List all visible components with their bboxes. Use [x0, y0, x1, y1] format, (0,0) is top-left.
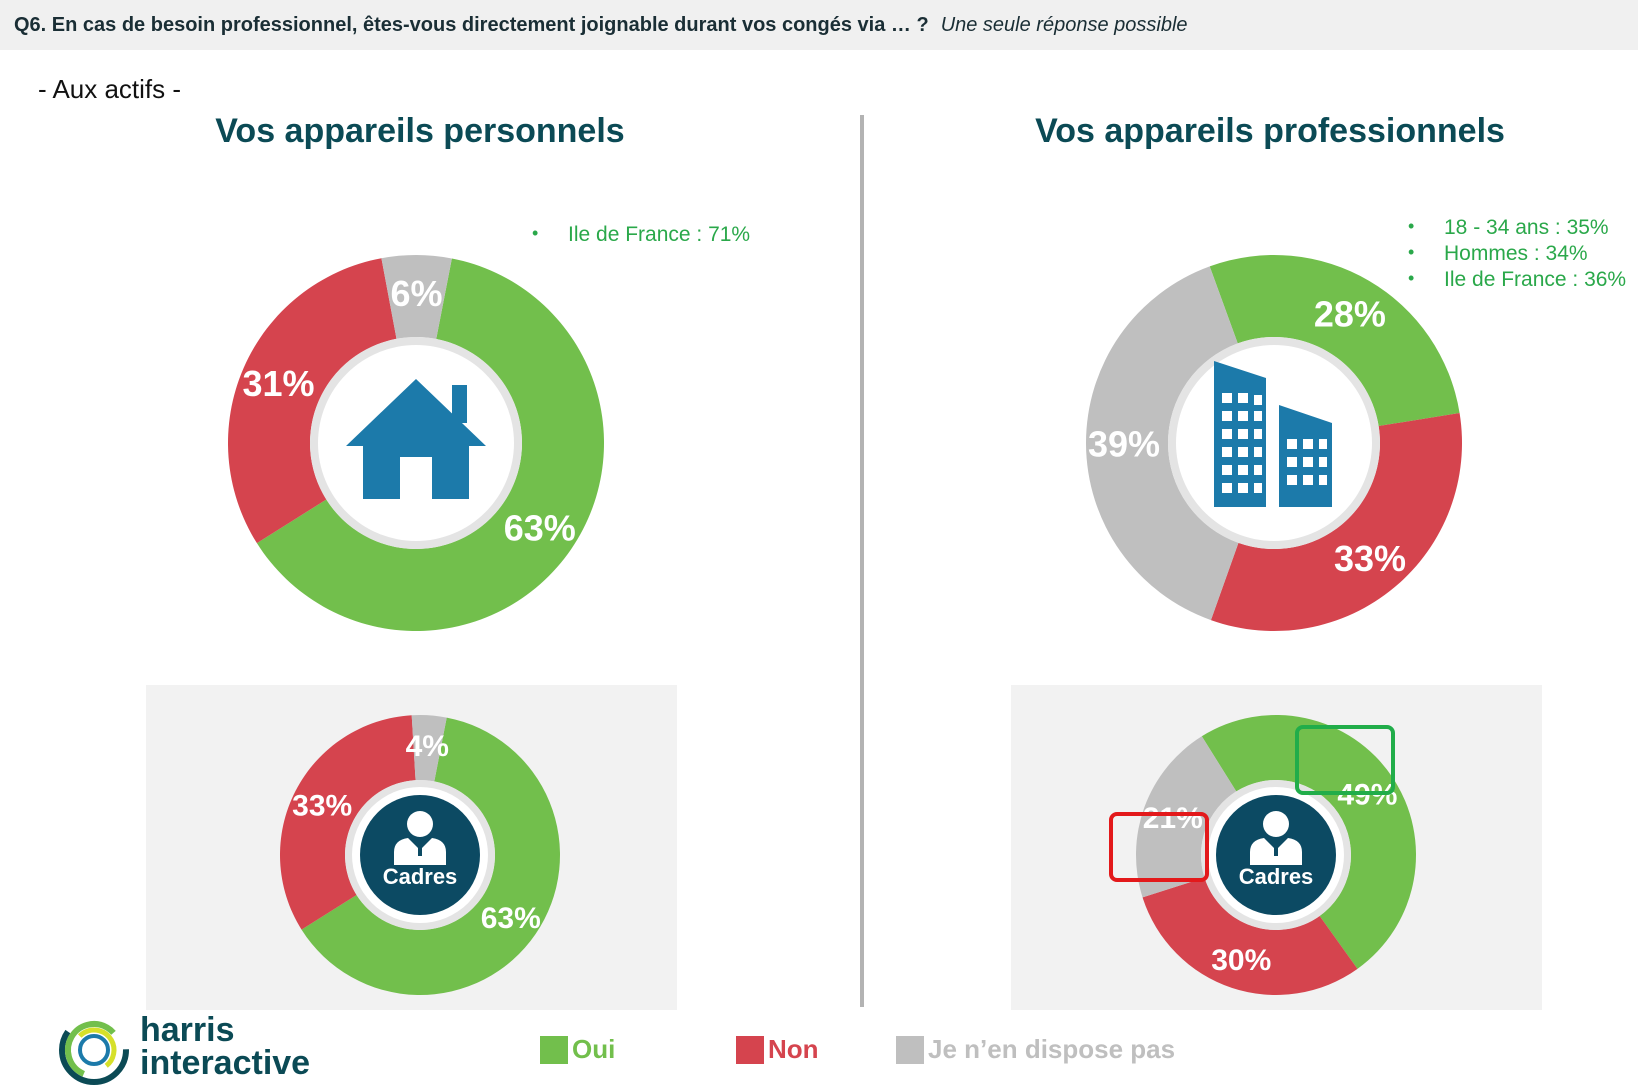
businessman-icon: [394, 811, 446, 865]
cadres-label: Cadres: [383, 864, 458, 889]
slice-non: [1142, 877, 1358, 995]
question-bar: Q6. En cas de besoin professionnel, êtes…: [0, 0, 1638, 50]
slice-non: [1210, 412, 1462, 631]
slice-non-label: 31%: [243, 363, 315, 404]
slice-na-label: 6%: [391, 273, 443, 314]
legend-item-na: Je n’en dispose pas: [896, 1034, 1175, 1065]
office-building-icon: [1214, 361, 1332, 507]
donut-professionnels-ensemble: 28% 33% 39%: [1086, 255, 1462, 631]
slice-na: [381, 255, 452, 339]
slice-oui: [1201, 715, 1416, 969]
chart-legend: Oui Non Je n’en dispose pas: [540, 1034, 1240, 1074]
audience-label: - Aux actifs -: [38, 74, 182, 104]
notes-professionnels: 18 - 34 ans : 35% Hommes : 34% Ile de Fr…: [1408, 213, 1626, 293]
legend-item-oui: Oui: [540, 1034, 615, 1065]
legend-swatch: [540, 1035, 568, 1064]
slice-oui: [256, 258, 604, 631]
slice-oui-label: 49%: [1337, 779, 1397, 812]
donut-professionnels-cadres: Cadres 49% 30% 21%: [1136, 715, 1416, 995]
panel-title-personnels: Vos appareils personnels: [215, 112, 625, 150]
slice-na: [1136, 736, 1237, 898]
legend-label: Je n’en dispose pas: [928, 1034, 1176, 1064]
note-item: Hommes : 34%: [1408, 239, 1626, 267]
logo-text-line1: harris: [140, 1011, 235, 1049]
businessman-icon: [1250, 811, 1302, 865]
notes-personnels: Ile de France : 71%: [532, 220, 750, 248]
slice-non-label: 33%: [292, 790, 352, 823]
logo-rings-icon: [59, 1015, 129, 1085]
question-note: Une seule réponse possible: [940, 13, 1188, 36]
panel-divider: [860, 115, 864, 1007]
house-icon: [346, 379, 486, 499]
panel-title-professionnels: Vos appareils professionnels: [1035, 112, 1505, 150]
slice-na-label: 39%: [1088, 423, 1160, 464]
slice-non: [228, 258, 397, 544]
slice-na-label: 4%: [406, 730, 449, 763]
slice-non: [280, 715, 416, 930]
logo-text-line2: interactive: [140, 1044, 311, 1082]
slice-na: [411, 715, 447, 782]
highlight-oui-box: [1295, 725, 1395, 795]
harris-interactive-logo: harris interactive: [56, 1010, 356, 1092]
note-item: Ile de France : 36%: [1408, 265, 1626, 293]
legend-label: Oui: [572, 1034, 616, 1064]
slice-oui-label: 63%: [481, 902, 541, 935]
slice-oui: [301, 717, 560, 996]
donut-personnels-ensemble: 63% 31% 6%: [228, 255, 604, 631]
question-text: Q6. En cas de besoin professionnel, êtes…: [14, 13, 929, 36]
legend-label: Non: [768, 1034, 819, 1064]
note-item: Ile de France : 71%: [532, 220, 750, 248]
cadres-label: Cadres: [1239, 864, 1314, 889]
slice-oui: [1209, 255, 1460, 427]
legend-item-non: Non: [736, 1034, 819, 1065]
donut-personnels-cadres: Cadres 63% 33% 4%: [280, 715, 560, 996]
legend-swatch: [896, 1035, 924, 1064]
slice-oui-label: 63%: [504, 508, 576, 549]
slice-na-label: 21%: [1143, 802, 1203, 835]
highlight-na-box: [1109, 812, 1209, 882]
slice-oui-label: 28%: [1314, 294, 1386, 335]
slice-non-label: 30%: [1211, 944, 1271, 977]
note-item: 18 - 34 ans : 35%: [1408, 213, 1626, 241]
slice-na: [1086, 266, 1239, 621]
slice-non-label: 33%: [1334, 538, 1406, 579]
legend-swatch: [736, 1035, 764, 1064]
